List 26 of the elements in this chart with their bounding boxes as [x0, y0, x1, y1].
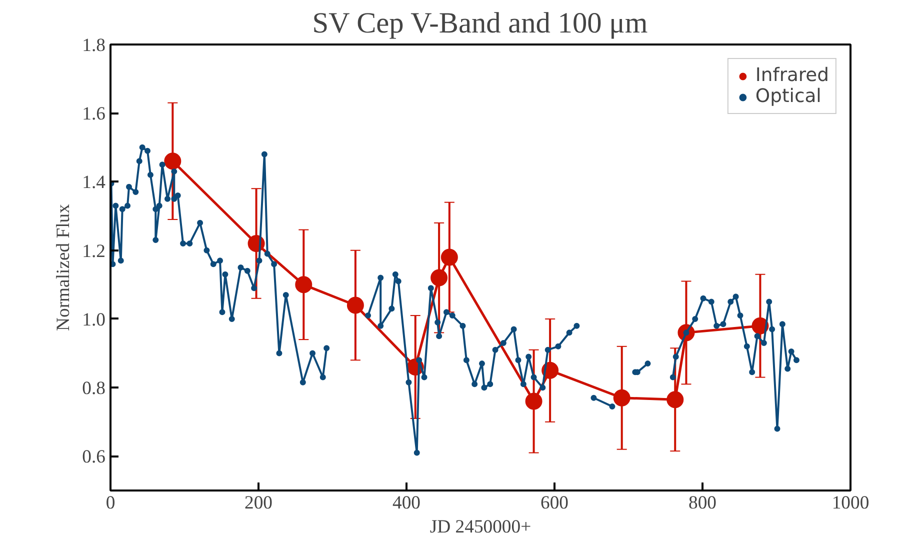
- x-axis-title: JD 2450000+: [430, 516, 532, 538]
- legend-label: Optical: [755, 86, 822, 107]
- point: [430, 269, 448, 286]
- legend-label: Infrared: [755, 65, 829, 86]
- y-tick-label: 1.0: [82, 309, 106, 330]
- point: [440, 248, 458, 266]
- x-tick-label: 200: [244, 492, 272, 514]
- point: [295, 276, 312, 294]
- y-tick-label: 0.8: [82, 378, 106, 400]
- x-tick-label: 800: [688, 492, 716, 514]
- x-tick-label: 400: [392, 492, 420, 514]
- point: [613, 389, 630, 406]
- y-tick-label: 0.6: [82, 446, 106, 468]
- point: [164, 152, 182, 170]
- x-tick-label: 0: [106, 492, 116, 514]
- point: [525, 392, 542, 410]
- x-tick-label: 1000: [832, 492, 870, 514]
- y-axis-title: Normalized Flux: [53, 203, 74, 331]
- y-tick-label: 1.4: [82, 172, 106, 194]
- x-tick-label: 600: [540, 492, 568, 514]
- point: [346, 296, 364, 314]
- point: [666, 391, 684, 408]
- y-tick-label: 1.8: [82, 35, 106, 56]
- y-tick-label: 1.6: [82, 104, 106, 125]
- y-tick-label: 1.2: [82, 240, 106, 262]
- chart-title: SV Cep V-Band and 100 μm: [312, 8, 648, 40]
